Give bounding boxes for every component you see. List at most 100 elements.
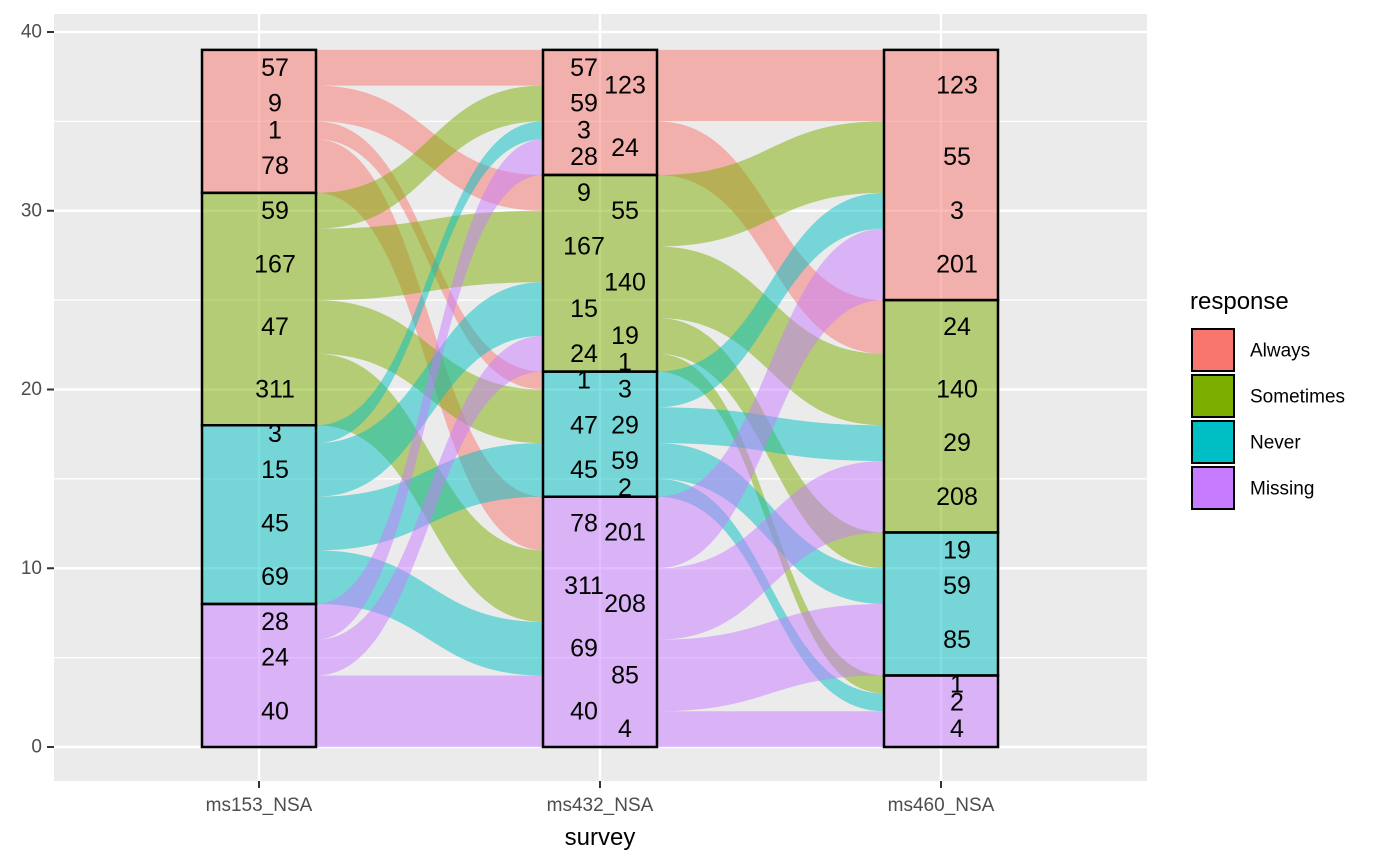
stratum-sometimes xyxy=(541,173,659,373)
stratum-label: 28 xyxy=(261,608,289,636)
stratum-label: 59 xyxy=(611,447,639,475)
stratum-label: 123 xyxy=(936,72,978,100)
stratum-label: 15 xyxy=(570,295,598,323)
strata xyxy=(200,48,1000,749)
stratum-label: 69 xyxy=(570,635,598,663)
stratum-label: 59 xyxy=(570,90,598,118)
x-axis: ms153_NSA ms432_NSA ms460_NSA xyxy=(206,781,995,816)
flow-missing xyxy=(657,711,884,747)
stratum-label: 3 xyxy=(618,376,632,404)
flow-sometimes xyxy=(657,246,884,426)
legend-key-sometimes xyxy=(1191,374,1235,418)
stratum-label: 4 xyxy=(618,715,632,743)
stratum-label: 29 xyxy=(611,411,639,439)
x-tick-label: ms153_NSA xyxy=(206,795,313,816)
stratum-label: 57 xyxy=(570,54,598,82)
stratum-label: 167 xyxy=(254,250,296,278)
stratum-label: 85 xyxy=(611,662,639,690)
stratum-label: 2 xyxy=(950,688,964,716)
stratum-label: 78 xyxy=(570,510,598,538)
stratum-label: 9 xyxy=(577,179,591,207)
stratum-label: 24 xyxy=(943,313,971,341)
flow-always xyxy=(316,49,543,86)
stratum-label: 55 xyxy=(943,143,971,171)
stratum-label: 40 xyxy=(261,697,289,725)
flow-always xyxy=(657,49,884,122)
stratum-always xyxy=(200,48,318,195)
stratum-label: 3 xyxy=(268,420,282,448)
y-tick-label: 0 xyxy=(31,737,42,758)
flow-sometimes xyxy=(657,121,884,247)
flows xyxy=(316,49,884,747)
flow-never xyxy=(657,192,884,408)
stratum-label: 1 xyxy=(577,367,591,395)
legend-key-missing xyxy=(1191,466,1235,510)
legend-key-always xyxy=(1191,328,1235,372)
flow-missing xyxy=(316,675,543,747)
stratum-missing xyxy=(541,495,659,749)
stratum-label: 78 xyxy=(261,152,289,180)
flow-never xyxy=(657,478,884,712)
stratum-label: 19 xyxy=(943,536,971,564)
stratum-labels: 5791785916747311315456928244057593289167… xyxy=(254,54,978,743)
stratum-never xyxy=(541,370,659,498)
stratum-label: 311 xyxy=(564,572,604,600)
stratum-label: 47 xyxy=(261,313,289,341)
stratum-label: 201 xyxy=(604,519,646,547)
stratum-always xyxy=(882,48,1000,302)
y-tick-label: 20 xyxy=(21,379,42,400)
stratum-label: 201 xyxy=(936,250,978,278)
legend-label: Sometimes xyxy=(1250,387,1345,408)
stratum-label: 15 xyxy=(261,456,289,484)
stratum-label: 123 xyxy=(604,72,646,100)
flow-missing xyxy=(657,228,884,569)
stratum-label: 28 xyxy=(570,143,598,171)
flow-never xyxy=(316,121,543,444)
stratum-label: 55 xyxy=(611,197,639,225)
stratum-label: 24 xyxy=(611,134,639,162)
stratum-label: 24 xyxy=(261,644,289,672)
legend-label: Always xyxy=(1250,341,1310,362)
flow-missing xyxy=(657,461,884,640)
flow-missing xyxy=(657,604,884,712)
flow-sometimes xyxy=(316,210,543,301)
stratum-label: 1 xyxy=(618,349,632,377)
y-tick-label: 40 xyxy=(21,22,42,43)
stratum-label: 19 xyxy=(611,322,639,350)
stratum-label: 140 xyxy=(604,268,646,296)
stratum-sometimes xyxy=(882,298,1000,534)
stratum-label: 9 xyxy=(268,90,282,118)
flow-missing xyxy=(316,335,543,676)
flow-sometimes xyxy=(316,85,543,229)
stratum-label: 59 xyxy=(261,197,289,225)
stratum-missing xyxy=(200,602,318,749)
stratum-label: 69 xyxy=(261,563,289,591)
legend-title: response xyxy=(1190,288,1289,315)
stratum-label: 311 xyxy=(255,376,295,404)
legend-label: Never xyxy=(1250,433,1301,454)
stratum-label: 2 xyxy=(618,474,632,502)
stratum-never xyxy=(882,531,1000,677)
stratum-label: 59 xyxy=(943,572,971,600)
x-tick-label: ms460_NSA xyxy=(888,795,995,816)
legend: response Always Sometimes Never Missing xyxy=(1190,288,1345,510)
stratum-label: 24 xyxy=(570,340,598,368)
stratum-label: 140 xyxy=(936,376,978,404)
stratum-label: 167 xyxy=(563,233,605,261)
stratum-label: 4 xyxy=(950,715,964,743)
stratum-label: 40 xyxy=(570,697,598,725)
stratum-never xyxy=(200,424,318,606)
stratum-label: 208 xyxy=(604,590,646,618)
stratum-label: 85 xyxy=(943,626,971,654)
y-tick-label: 10 xyxy=(21,558,42,579)
legend-label: Missing xyxy=(1250,479,1314,500)
stratum-label: 45 xyxy=(570,456,598,484)
stratum-always xyxy=(541,48,659,177)
stratum-label: 57 xyxy=(261,54,289,82)
stratum-missing xyxy=(882,674,1000,749)
stratum-label: 3 xyxy=(950,197,964,225)
x-axis-title: survey xyxy=(565,824,636,851)
stratum-label: 1 xyxy=(268,116,282,144)
y-tick-label: 30 xyxy=(21,200,42,221)
